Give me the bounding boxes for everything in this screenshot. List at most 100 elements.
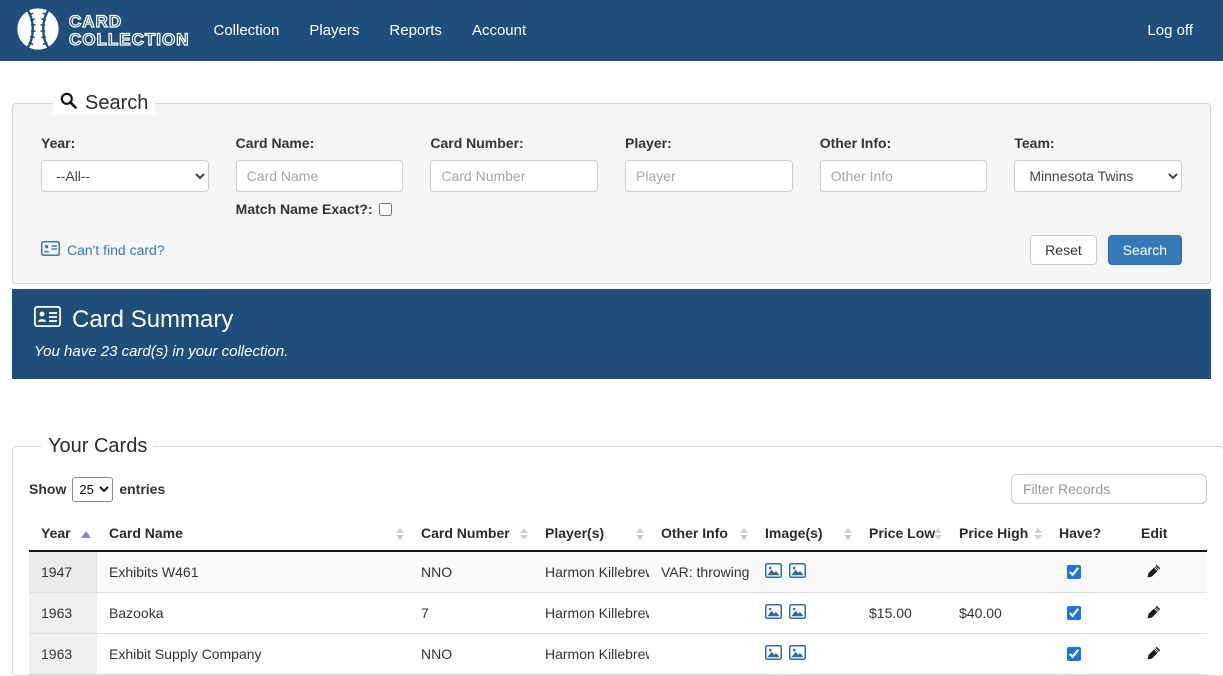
- team-label: Team:: [1014, 135, 1182, 151]
- price-low-cell: [857, 551, 947, 593]
- nav-item-players[interactable]: Players: [309, 22, 359, 39]
- year-label: Year:: [41, 135, 209, 151]
- field-player: Player:: [625, 135, 793, 217]
- card-number-label: Card Number:: [430, 135, 598, 151]
- price-high-cell: [947, 634, 1047, 675]
- search-fields-row: Year: --All-- Card Name: Match Name Exac…: [41, 135, 1182, 217]
- search-button[interactable]: Search: [1108, 235, 1182, 265]
- have-checkbox[interactable]: [1067, 565, 1081, 579]
- have-cell: [1047, 551, 1129, 593]
- edit-button[interactable]: [1147, 646, 1161, 663]
- players-cell: Harmon Killebrew: [533, 551, 649, 593]
- card-name-cell: Exhibits W461: [97, 551, 409, 593]
- sort-icons: [396, 528, 404, 540]
- card-summary-panel: Card Summary You have 23 card(s) in your…: [12, 289, 1211, 379]
- nav-item-reports[interactable]: Reports: [389, 22, 442, 39]
- card-number-input[interactable]: [430, 160, 598, 192]
- card-number-cell: 7: [409, 593, 533, 634]
- main-content: Search Year: --All-- Card Name: Match Na…: [12, 92, 1211, 676]
- image-icon[interactable]: [789, 645, 806, 663]
- navbar: CARD COLLECTION Collection Players Repor…: [0, 0, 1223, 61]
- price-low-cell: $15.00: [857, 593, 947, 634]
- image-icon[interactable]: [765, 645, 782, 663]
- team-select[interactable]: Minnesota Twins: [1014, 160, 1182, 192]
- edit-cell: [1129, 551, 1207, 593]
- image-icon[interactable]: [765, 604, 782, 622]
- year-select[interactable]: --All--: [41, 160, 209, 192]
- image-icon[interactable]: [789, 604, 806, 622]
- card-name-input[interactable]: [236, 160, 404, 192]
- other-info-cell: [649, 593, 753, 634]
- player-input[interactable]: [625, 160, 793, 192]
- filter-records-input[interactable]: [1011, 474, 1207, 504]
- have-checkbox[interactable]: [1067, 647, 1081, 661]
- match-exact-checkbox[interactable]: [379, 203, 392, 216]
- column-header-price-low[interactable]: Price Low: [857, 517, 947, 551]
- column-header-price-high[interactable]: Price High: [947, 517, 1047, 551]
- column-header-edit: Edit: [1129, 517, 1207, 551]
- image-icon[interactable]: [765, 563, 782, 581]
- your-cards-legend: Your Cards: [41, 435, 154, 458]
- price-high-cell: [947, 551, 1047, 593]
- sort-asc-icon: [81, 531, 91, 538]
- edit-button[interactable]: [1147, 605, 1161, 622]
- page-size-select[interactable]: 25: [72, 477, 113, 502]
- match-exact-row: Match Name Exact?:: [236, 201, 404, 217]
- have-checkbox[interactable]: [1067, 606, 1081, 620]
- your-cards-panel: Your Cards Show 25 entries Year Card Nam…: [12, 435, 1223, 676]
- column-header-images[interactable]: Image(s): [753, 517, 857, 551]
- table-controls: Show 25 entries: [29, 474, 1207, 504]
- sort-icons: [520, 528, 528, 540]
- search-legend-label: Search: [85, 92, 148, 115]
- players-cell: Harmon Killebrew: [533, 634, 649, 675]
- table-row: 1947 Exhibits W461 NNO Harmon Killebrew …: [29, 551, 1207, 593]
- cards-table: Year Card Name Card Number Player(s) Oth…: [29, 517, 1207, 675]
- pencil-icon: [1147, 566, 1161, 581]
- field-other-info: Other Info:: [820, 135, 988, 217]
- images-cell: [753, 551, 857, 593]
- search-actions-row: Can't find card? Reset Search: [41, 235, 1182, 265]
- other-info-label: Other Info:: [820, 135, 988, 151]
- nav-item-collection[interactable]: Collection: [214, 22, 280, 39]
- card-number-cell: NNO: [409, 551, 533, 593]
- column-header-card-name[interactable]: Card Name: [97, 517, 409, 551]
- show-entries: Show 25 entries: [29, 477, 165, 502]
- cant-find-card-link[interactable]: Can't find card?: [41, 241, 165, 259]
- price-low-cell: [857, 634, 947, 675]
- field-card-number: Card Number:: [430, 135, 598, 217]
- year-cell: 1963: [29, 634, 97, 675]
- logoff-link[interactable]: Log off: [1147, 22, 1193, 39]
- year-cell: 1947: [29, 551, 97, 593]
- card-summary-text: You have 23 card(s) in your collection.: [34, 343, 1189, 360]
- nav-item-account[interactable]: Account: [472, 22, 526, 39]
- have-cell: [1047, 593, 1129, 634]
- app-logo[interactable]: CARD COLLECTION: [14, 5, 190, 56]
- pencil-icon: [1147, 607, 1161, 622]
- search-buttons: Reset Search: [1030, 235, 1182, 265]
- column-header-other-info[interactable]: Other Info: [649, 517, 753, 551]
- show-label: Show: [29, 481, 66, 497]
- edit-cell: [1129, 593, 1207, 634]
- players-cell: Harmon Killebrew: [533, 593, 649, 634]
- column-header-year[interactable]: Year: [29, 517, 97, 551]
- column-header-card-number[interactable]: Card Number: [409, 517, 533, 551]
- sort-icons: [1034, 528, 1042, 540]
- card-number-cell: NNO: [409, 634, 533, 675]
- sort-icons: [844, 528, 852, 540]
- other-info-input[interactable]: [820, 160, 988, 192]
- search-panel: Search Year: --All-- Card Name: Match Na…: [12, 92, 1211, 284]
- other-info-cell: VAR: throwing: [649, 551, 753, 593]
- cant-find-card-label: Can't find card?: [67, 242, 165, 258]
- table-row: 1963 Exhibit Supply Company NNO Harmon K…: [29, 634, 1207, 675]
- logo-text: CARD COLLECTION: [69, 13, 190, 48]
- field-card-name: Card Name: Match Name Exact?:: [236, 135, 404, 217]
- id-card-icon: [34, 306, 61, 334]
- reset-button[interactable]: Reset: [1030, 235, 1097, 265]
- logo-line2: COLLECTION: [69, 31, 190, 48]
- edit-button[interactable]: [1147, 564, 1161, 581]
- column-header-players[interactable]: Player(s): [533, 517, 649, 551]
- images-cell: [753, 593, 857, 634]
- entries-label: entries: [119, 481, 165, 497]
- image-icon[interactable]: [789, 563, 806, 581]
- card-name-cell: Exhibit Supply Company: [97, 634, 409, 675]
